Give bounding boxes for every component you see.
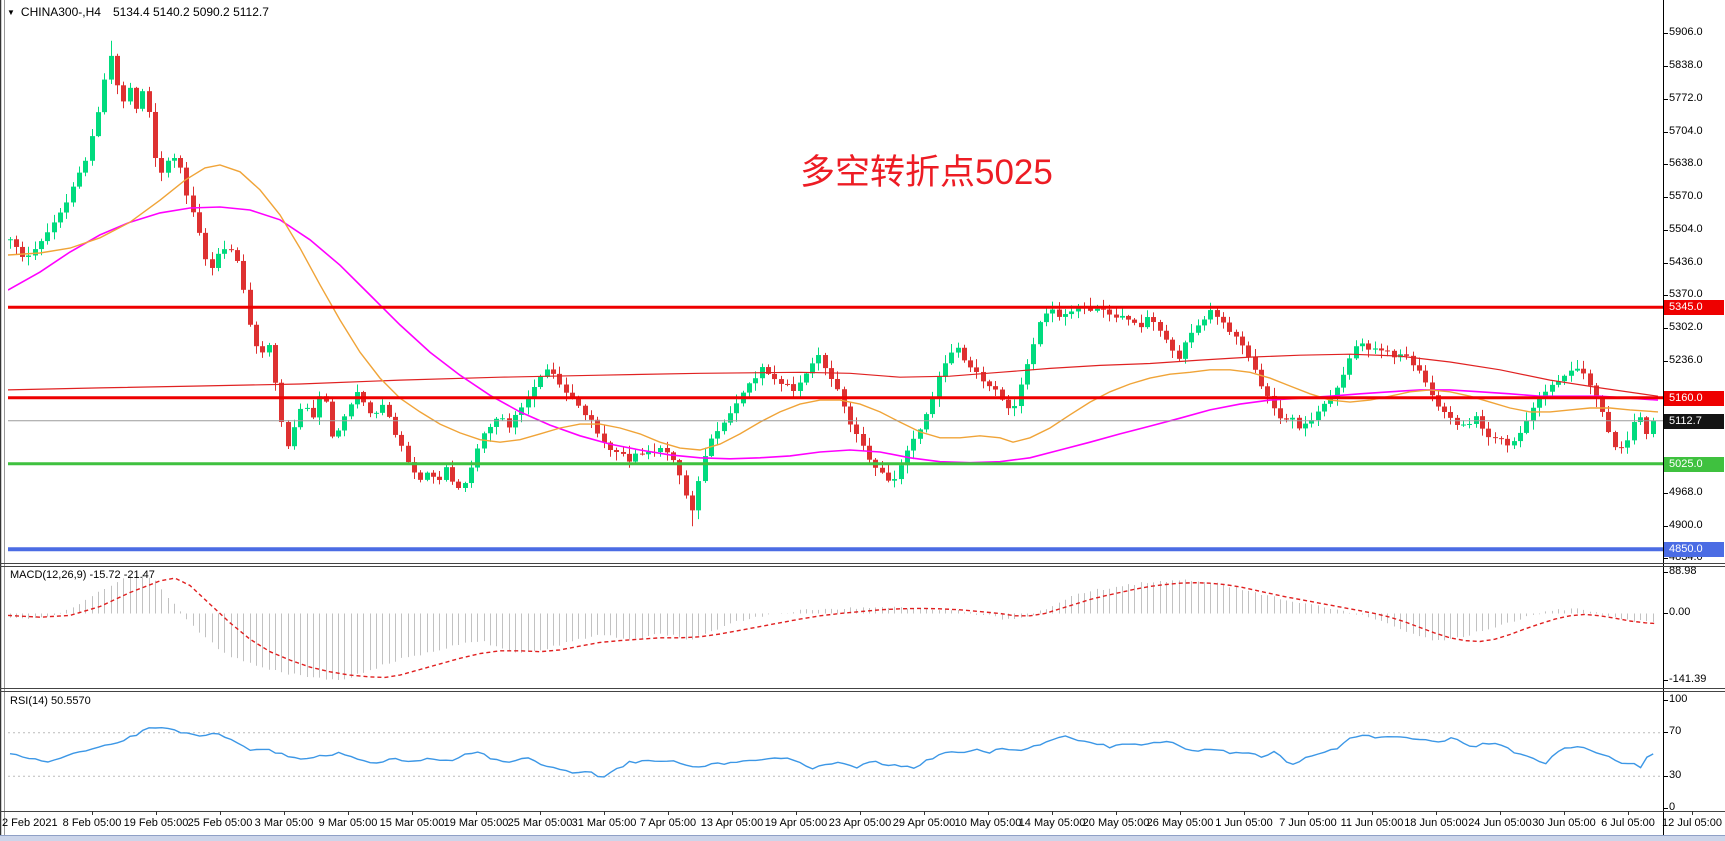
time-axis-label: 19 Feb 05:00 <box>123 817 189 829</box>
time-axis-label: 3 Mar 05:00 <box>254 817 314 829</box>
time-axis-label: 1 Jun 05:00 <box>1215 817 1273 829</box>
time-axis-label: 26 May 05:00 <box>1146 817 1214 829</box>
horizontal-levels <box>8 305 1663 552</box>
price-axis-label: 5436.0 <box>1669 256 1703 268</box>
price-axis-label: 5570.0 <box>1669 190 1703 202</box>
price-axis-label: 5838.0 <box>1669 59 1703 71</box>
rsi-axis-label: 30 <box>1669 769 1682 781</box>
price-axis-label: 5638.0 <box>1669 157 1703 169</box>
candlestick-series <box>8 40 1656 527</box>
macd-axis-label: -141.39 <box>1669 673 1707 685</box>
price-axis-label: 5236.0 <box>1669 354 1703 366</box>
time-axis-label: 13 Apr 05:00 <box>700 817 764 829</box>
time-axis-label: 2 Feb 2021 <box>2 817 58 829</box>
time-axis-label: 19 Mar 05:00 <box>443 817 509 829</box>
time-axis-label: 11 Jun 05:00 <box>1340 817 1404 829</box>
price-axis-label: 5504.0 <box>1669 223 1703 235</box>
macd-indicator-label: MACD(12,26,9) -15.72 -21.47 <box>10 569 155 581</box>
time-axis-label: 25 Mar 05:00 <box>507 817 573 829</box>
ma-red-line <box>8 353 1659 397</box>
time-axis-label: 7 Jun 05:00 <box>1279 817 1337 829</box>
time-axis-label: 20 May 05:00 <box>1082 817 1150 829</box>
moving-averages <box>8 164 1659 464</box>
price-axis-label: 5772.0 <box>1669 92 1703 104</box>
time-axis-label: 9 Mar 05:00 <box>318 817 378 829</box>
price-level-badge: 5025.0 <box>1664 456 1724 472</box>
horizontal-scrollbar[interactable] <box>0 835 1725 841</box>
macd-axis-label: 88.98 <box>1669 565 1697 577</box>
time-axis-label: 29 Apr 05:00 <box>892 817 956 829</box>
chart-title: ▼ CHINA300-,H4 5134.4 5140.2 5090.2 5112.7 <box>7 5 269 19</box>
macd-axis-label: 0.00 <box>1669 606 1691 618</box>
time-axis-label: 14 May 05:00 <box>1018 817 1086 829</box>
rsi-axis-label: 70 <box>1669 725 1682 737</box>
price-axis-label: 5704.0 <box>1669 125 1703 137</box>
price-level-badge: 4850.0 <box>1664 541 1724 557</box>
price-axis-label: 5302.0 <box>1669 321 1703 333</box>
symbol-label: CHINA300-,H4 <box>20 5 101 19</box>
time-axis-label: 8 Feb 05:00 <box>62 817 122 829</box>
time-axis-label: 24 Jun 05:00 <box>1468 817 1532 829</box>
rsi-axis-label: 0 <box>1669 801 1676 813</box>
time-axis-label: 25 Feb 05:00 <box>187 817 253 829</box>
rsi-series <box>8 726 1662 778</box>
time-axis-label: 6 Jul 05:00 <box>1601 817 1655 829</box>
price-axis-label: 4900.0 <box>1669 519 1703 531</box>
symbol-dropdown-icon[interactable]: ▼ <box>7 8 15 17</box>
ohlc-quote: 5134.4 5140.2 5090.2 5112.7 <box>112 5 269 19</box>
rsi-line <box>9 726 1654 778</box>
price-level-badge: 5160.0 <box>1664 390 1724 406</box>
time-axis-label: 30 Jun 05:00 <box>1532 817 1596 829</box>
time-axis-label: 23 Apr 05:00 <box>828 817 892 829</box>
price-axis-label: 5370.0 <box>1669 288 1703 300</box>
price-axis-label: 5906.0 <box>1669 26 1703 38</box>
annotation-text[interactable]: 多空转折点5025 <box>800 153 1053 192</box>
time-axis-label: 15 Mar 05:00 <box>379 817 445 829</box>
time-axis-label: 10 May 05:00 <box>954 817 1022 829</box>
time-axis-label: 31 Mar 05:00 <box>571 817 637 829</box>
time-axis-label: 18 Jun 05:00 <box>1404 817 1468 829</box>
macd-series <box>8 574 1656 681</box>
time-axis-label: 12 Jul 05:00 <box>1662 817 1722 829</box>
price-axis-label: 4968.0 <box>1669 486 1703 498</box>
price-level-badge: 5112.7 <box>1664 413 1724 429</box>
macd-signal-line <box>8 577 1656 679</box>
price-level-badge: 5345.0 <box>1664 299 1724 315</box>
time-axis-label: 19 Apr 05:00 <box>764 817 828 829</box>
rsi-indicator-label: RSI(14) 50.5570 <box>10 695 91 707</box>
rsi-axis-label: 100 <box>1669 693 1688 705</box>
time-axis-label: 7 Apr 05:00 <box>639 817 697 829</box>
